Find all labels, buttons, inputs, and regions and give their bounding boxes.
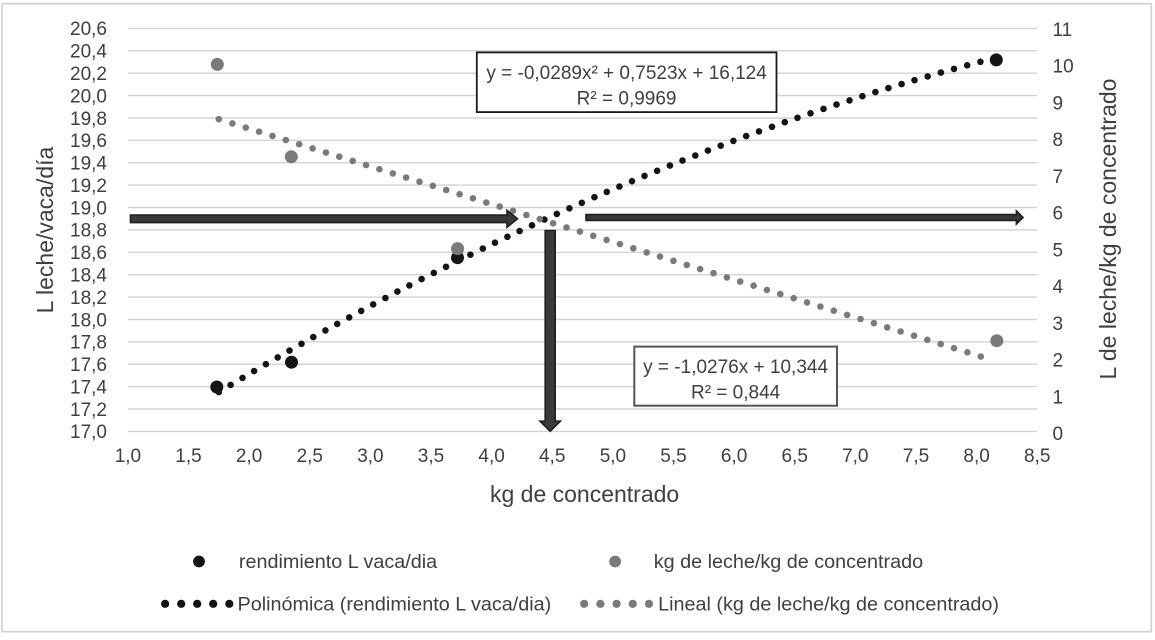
svg-text:Lineal (kg de leche/kg de conc: Lineal (kg de leche/kg de concentrado) [658, 593, 999, 615]
svg-text:7: 7 [1053, 167, 1064, 188]
svg-text:10: 10 [1053, 57, 1074, 78]
svg-text:8: 8 [1053, 130, 1064, 151]
svg-text:17,6: 17,6 [70, 355, 107, 376]
svg-text:18,8: 18,8 [70, 221, 107, 242]
svg-text:R² = 0,844: R² = 0,844 [691, 382, 781, 403]
svg-text:20,2: 20,2 [70, 64, 107, 85]
svg-text:17,0: 17,0 [70, 422, 107, 443]
svg-text:2,0: 2,0 [236, 446, 262, 467]
svg-text:18,6: 18,6 [70, 243, 107, 264]
svg-text:4: 4 [1053, 277, 1064, 298]
svg-text:20,6: 20,6 [70, 19, 107, 40]
svg-text:0: 0 [1053, 424, 1064, 445]
svg-text:4,5: 4,5 [539, 446, 565, 467]
svg-text:5,5: 5,5 [660, 446, 686, 467]
svg-text:5: 5 [1053, 240, 1064, 261]
svg-text:11: 11 [1053, 20, 1073, 41]
svg-text:3,0: 3,0 [357, 446, 383, 467]
svg-text:1,0: 1,0 [115, 446, 141, 467]
svg-text:rendimiento L vaca/dia: rendimiento L vaca/dia [239, 551, 437, 573]
svg-text:18,4: 18,4 [70, 266, 107, 287]
svg-text:4,0: 4,0 [478, 446, 504, 467]
svg-text:8,0: 8,0 [963, 446, 989, 467]
svg-text:18,2: 18,2 [70, 288, 107, 309]
svg-text:7,5: 7,5 [903, 446, 929, 467]
svg-text:17,2: 17,2 [70, 400, 107, 421]
svg-text:L de leche/kg de concentrado: L de leche/kg de concentrado [1095, 79, 1121, 380]
svg-text:19,4: 19,4 [70, 154, 107, 175]
svg-text:17,8: 17,8 [70, 333, 107, 354]
svg-text:6,5: 6,5 [781, 446, 807, 467]
svg-text:3,5: 3,5 [418, 446, 444, 467]
svg-text:9: 9 [1053, 93, 1064, 114]
svg-text:1,5: 1,5 [175, 446, 201, 467]
svg-text:R² = 0,9969: R² = 0,9969 [577, 88, 677, 109]
svg-text:Polinómica (rendimiento L vaca: Polinómica (rendimiento L vaca/dia) [238, 593, 552, 615]
svg-text:18,0: 18,0 [70, 310, 107, 331]
svg-text:19,0: 19,0 [70, 198, 107, 219]
svg-text:2: 2 [1053, 351, 1064, 372]
svg-text:19,8: 19,8 [70, 109, 107, 130]
svg-text:19,2: 19,2 [70, 176, 107, 197]
svg-text:20,0: 20,0 [70, 86, 107, 107]
svg-text:6,0: 6,0 [721, 446, 747, 467]
svg-text:1: 1 [1053, 387, 1064, 408]
svg-text:L leche/vaca/día: L leche/vaca/día [32, 146, 58, 313]
svg-text:y = -1,0276x + 10,344: y = -1,0276x + 10,344 [643, 357, 828, 378]
svg-text:kg de leche/kg de concentrado: kg de leche/kg de concentrado [654, 551, 923, 573]
svg-text:19,6: 19,6 [70, 131, 107, 152]
svg-text:6: 6 [1053, 204, 1064, 225]
svg-text:7,0: 7,0 [842, 446, 868, 467]
svg-text:3: 3 [1053, 314, 1064, 335]
svg-text:8,5: 8,5 [1024, 446, 1050, 467]
svg-text:kg de concentrado: kg de concentrado [490, 481, 679, 507]
svg-text:17,4: 17,4 [70, 377, 107, 398]
svg-text:20,4: 20,4 [70, 42, 107, 63]
svg-text:y = -0,0289x² + 0,7523x + 16,1: y = -0,0289x² + 0,7523x + 16,124 [486, 63, 767, 84]
svg-text:5,0: 5,0 [600, 446, 626, 467]
svg-text:2,5: 2,5 [297, 446, 323, 467]
